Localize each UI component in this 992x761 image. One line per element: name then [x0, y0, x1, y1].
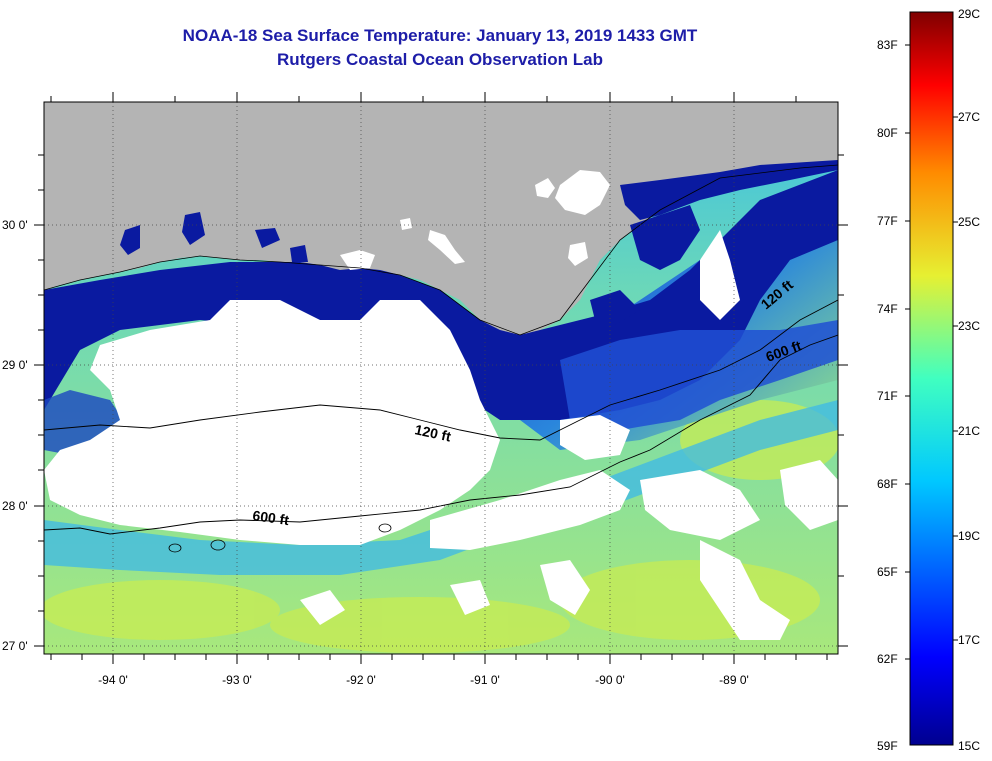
colorbar-f-label: 83F — [877, 38, 898, 52]
colorbar-f-label: 74F — [877, 302, 898, 316]
map-title: NOAA-18 Sea Surface Temperature: January… — [182, 26, 698, 45]
colorbar-gradient — [909, 11, 954, 746]
colorbar-f-label: 71F — [877, 389, 898, 403]
coastline — [44, 164, 838, 336]
lat-label: 27 0' — [2, 639, 28, 653]
contour-600ft-line — [44, 334, 838, 535]
colorbar-f-label: 59F — [877, 739, 898, 753]
colorbar-f-label: 80F — [877, 126, 898, 140]
contour-label-600ft: 600 ft — [252, 507, 291, 528]
sst-map: 120 ft 600 ft 120 ft 600 ft — [2, 92, 848, 687]
map-subtitle: Rutgers Coastal Ocean Observation Lab — [277, 50, 603, 69]
bay-water — [120, 160, 838, 325]
lon-label: -91 0' — [470, 673, 500, 687]
lat-label: 30 0' — [2, 218, 28, 232]
colorbar-c-label: 25C — [958, 215, 980, 229]
land-mass — [44, 102, 838, 335]
colorbar-f-label: 65F — [877, 565, 898, 579]
colorbar-c-label: 19C — [958, 529, 980, 543]
lon-label: -93 0' — [222, 673, 252, 687]
colorbar-c-label: 21C — [958, 424, 980, 438]
lon-label: -92 0' — [346, 673, 376, 687]
colorbar-c-label: 27C — [958, 110, 980, 124]
lakes — [340, 170, 610, 270]
graticule — [44, 102, 838, 654]
map-frame — [43, 101, 839, 655]
cloud-cover — [44, 230, 838, 640]
colorbar-c-label: 15C — [958, 739, 980, 753]
colorbar-c-label: 29C — [958, 7, 980, 21]
colorbar-f-label: 68F — [877, 477, 898, 491]
colorbar-f-label: 77F — [877, 214, 898, 228]
axis-ticks — [34, 92, 848, 664]
lon-label: -89 0' — [719, 673, 749, 687]
lon-label: -94 0' — [98, 673, 128, 687]
colorbar-c-label: 23C — [958, 319, 980, 333]
contour-label-120ft: 120 ft — [413, 421, 452, 444]
colorbar-f-label: 62F — [877, 652, 898, 666]
lat-label: 28 0' — [2, 499, 28, 513]
lon-label: -90 0' — [595, 673, 625, 687]
lat-label: 29 0' — [2, 358, 28, 372]
mid-blue-water — [560, 320, 838, 430]
contour-islands — [168, 523, 392, 553]
contour-120ft-line — [44, 299, 838, 441]
colorbar-c-label: 17C — [958, 633, 980, 647]
colorbar-ticks — [905, 44, 958, 660]
